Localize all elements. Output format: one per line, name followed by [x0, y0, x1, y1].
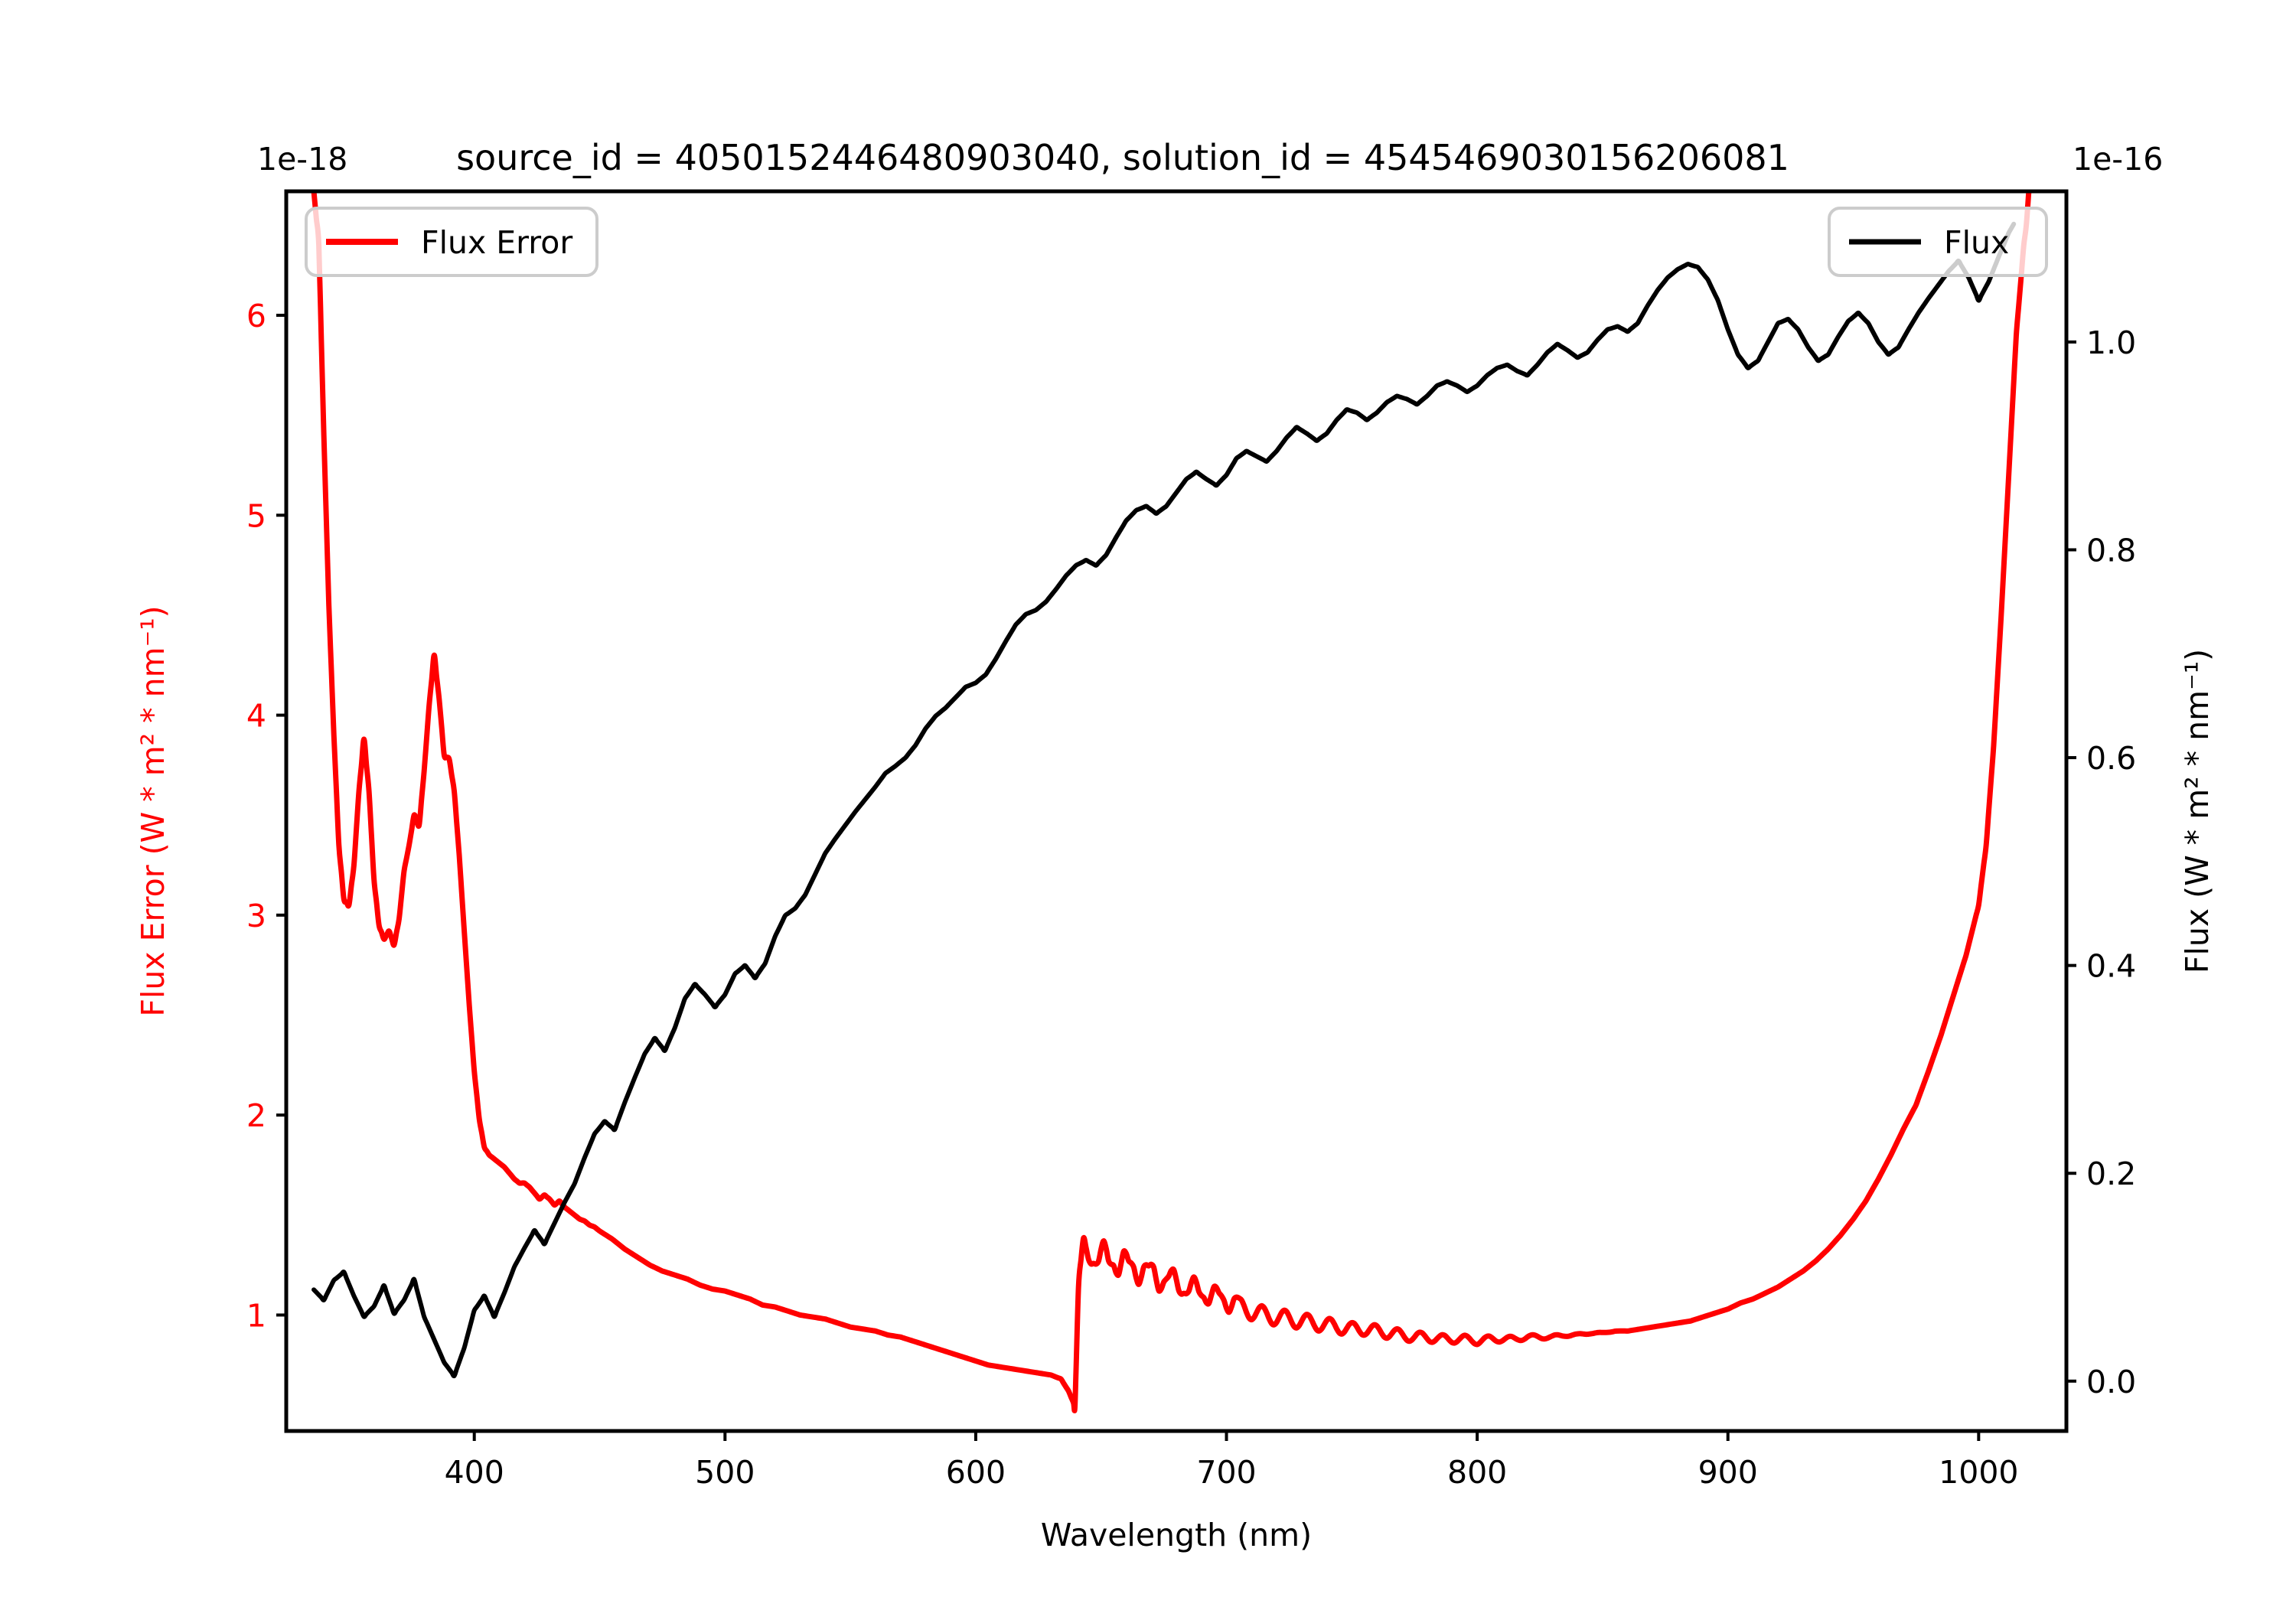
y-right-tick-label: 0.4: [2086, 948, 2136, 985]
x-tick-label: 1000: [1939, 1454, 2018, 1491]
x-tick-label: 800: [1447, 1454, 1507, 1491]
flux-error-legend[interactable]: Flux Error: [305, 207, 598, 277]
y-right-tick-label: 1.0: [2086, 324, 2136, 361]
legends: Flux Error Flux: [305, 207, 2048, 277]
y-left-axis-label: Flux Error (W * m² * nm⁻¹): [135, 605, 171, 1016]
y-left-tick-label: 4: [246, 698, 266, 735]
x-axis-label: Wavelength (nm): [1041, 1517, 1312, 1553]
y-left-tick-label: 1: [246, 1297, 266, 1334]
axes: 400 500 600 700 800 900 1000 Wavelength (nm) 1 2 3…: [135, 137, 2216, 1553]
y-right-tick-label: 0.8: [2086, 532, 2136, 569]
y-left-tick-label: 5: [246, 497, 266, 534]
y-right-tick-label: 0.0: [2086, 1364, 2136, 1400]
series-line-flux-error: [311, 191, 2032, 1413]
x-tick-label: 700: [1196, 1454, 1256, 1491]
series-line-flux: [311, 221, 2017, 1379]
flux-error-legend-box: [305, 207, 598, 277]
plot-area: [311, 191, 2032, 1413]
y-right-tick-label: 0.2: [2086, 1156, 2136, 1192]
x-tick-label: 600: [946, 1454, 1006, 1491]
y-left-tick-label: 6: [246, 298, 266, 334]
flux-legend-box: [1828, 207, 2048, 277]
x-tick-label: 500: [695, 1454, 755, 1491]
y-left-tick-label: 2: [246, 1097, 266, 1134]
y-right-tick-label: 0.6: [2086, 740, 2136, 777]
x-tick-label: 400: [445, 1454, 504, 1491]
flux-legend-label: Flux: [1944, 224, 2009, 261]
y-right-axis-label: Flux (W * m² * nm⁻¹): [2179, 649, 2216, 973]
y-left-tick-label: 3: [246, 898, 266, 934]
chart-title: source_id = 4050152446480903040, solutio…: [456, 137, 1789, 178]
x-tick-label: 900: [1698, 1454, 1758, 1491]
flux-legend[interactable]: Flux: [1828, 207, 2048, 277]
flux-error-legend-label: Flux Error: [421, 224, 572, 261]
axes-frame: [284, 189, 2069, 1433]
y-left-offset-text: 1e-18: [257, 141, 347, 178]
y-right-offset-text: 1e-16: [2073, 141, 2163, 178]
